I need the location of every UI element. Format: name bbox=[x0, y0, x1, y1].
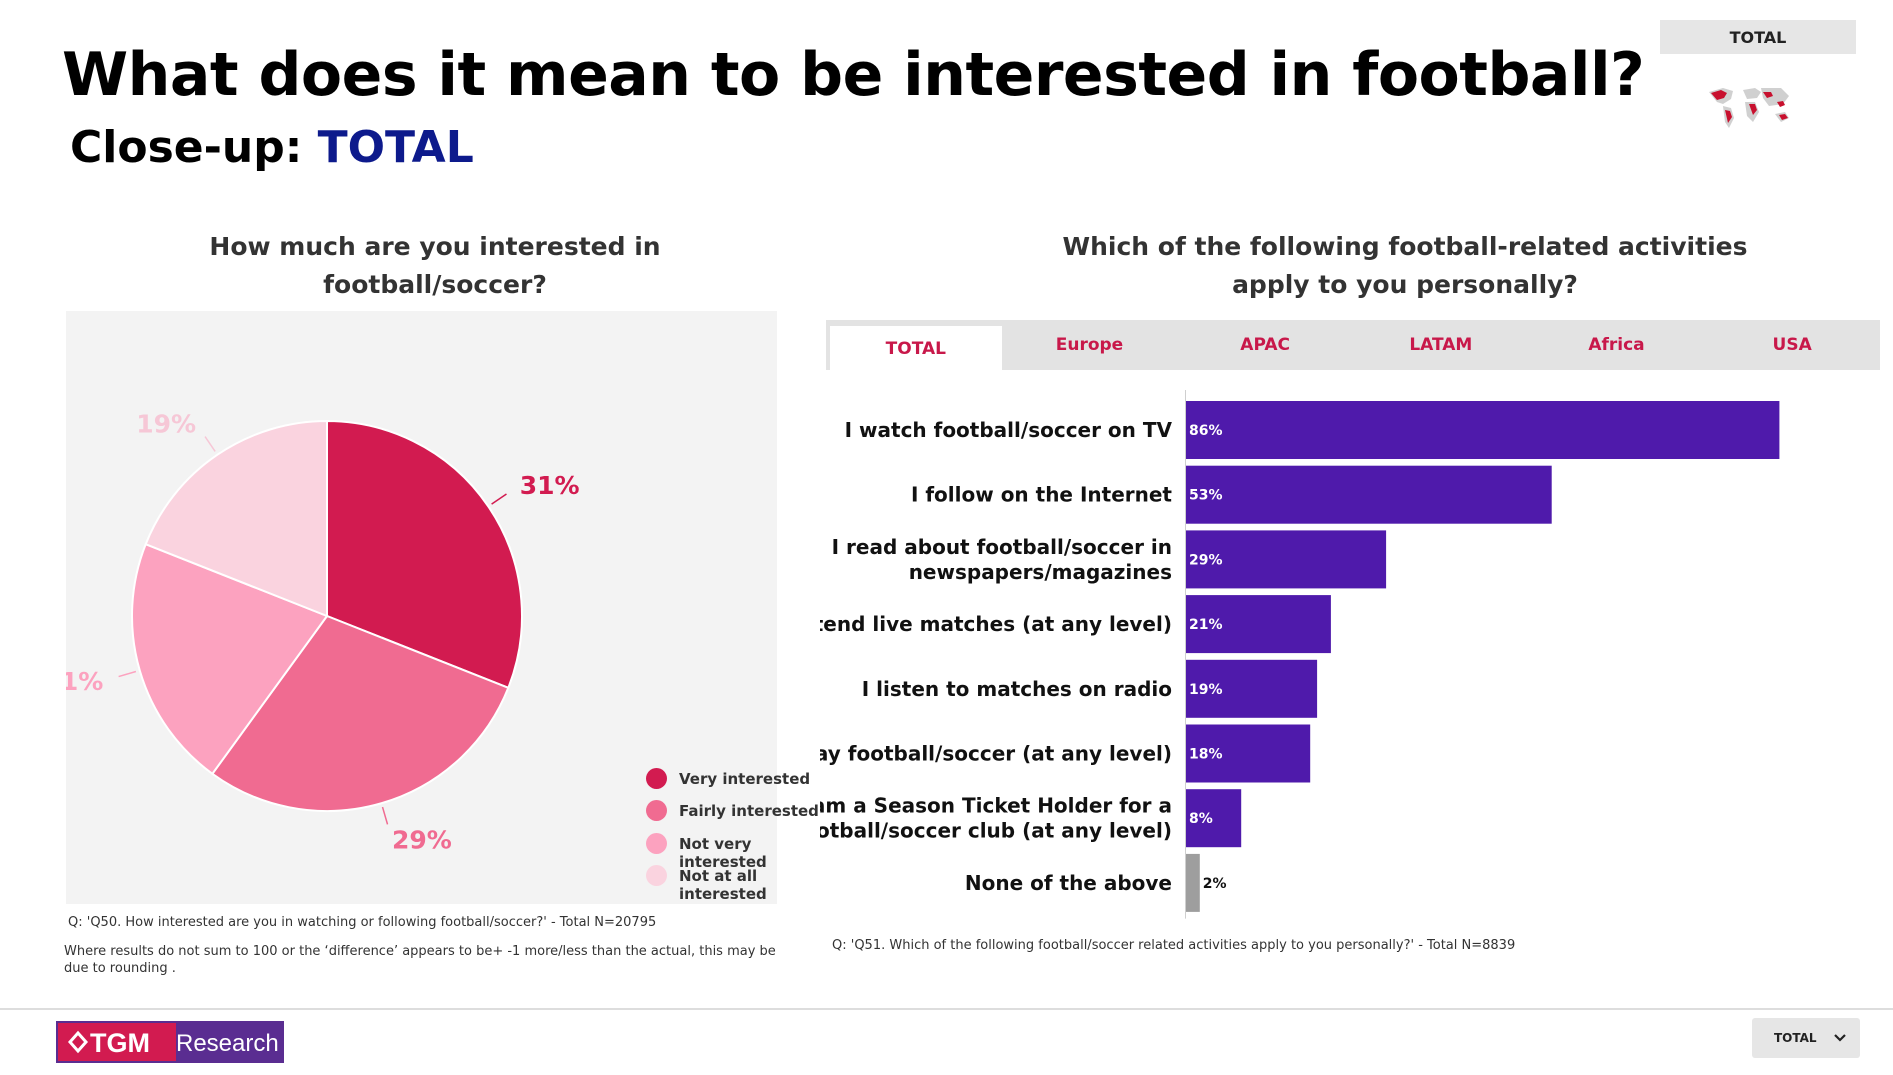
legend-item-not-at-all-interested: Not at all interested bbox=[646, 865, 769, 903]
bar-value-label: 21% bbox=[1189, 617, 1223, 633]
footer-bar bbox=[0, 1008, 1893, 1075]
logo-text-tgm: TGM bbox=[90, 1028, 150, 1058]
bar-category-label: I read about football/soccer in bbox=[832, 535, 1172, 559]
legend-label: Fairly interested bbox=[679, 802, 819, 820]
page-subtitle: Close-up: TOTAL bbox=[70, 122, 474, 173]
bar-category-label: I play football/soccer (at any level) bbox=[820, 742, 1172, 766]
subtitle-prefix: Close-up: bbox=[70, 122, 318, 173]
region-chip: TOTAL bbox=[1660, 20, 1856, 54]
bar-value-label: 29% bbox=[1189, 552, 1223, 568]
bar-none-of-the-above bbox=[1186, 853, 1200, 912]
world-map-icon bbox=[1709, 88, 1789, 128]
region-tabs: TOTAL Europe APAC LATAM Africa USA bbox=[826, 320, 1880, 372]
bar-value-label: 86% bbox=[1189, 423, 1223, 439]
tab-latam[interactable]: LATAM bbox=[1409, 335, 1473, 355]
pie-chart-panel: 31% 29% 21% 19% Very interested Fairly inter… bbox=[66, 311, 819, 904]
pie-question-note: Q: 'Q50. How interested are you in watch… bbox=[68, 915, 657, 930]
bar-category-label: I watch football/soccer on TV bbox=[845, 418, 1173, 442]
tab-apac[interactable]: APAC bbox=[1240, 335, 1290, 355]
legend-item-not-very-interested: Not very interested bbox=[646, 833, 829, 871]
pie-leader-line bbox=[491, 493, 507, 505]
tab-africa[interactable]: Africa bbox=[1588, 335, 1645, 355]
pie-data-label: 19% bbox=[136, 409, 196, 438]
bar-value-label: 18% bbox=[1189, 747, 1223, 763]
pie-slice-not-very-interested bbox=[131, 542, 329, 776]
chevron-down-icon bbox=[1834, 1034, 1846, 1042]
bar-category-label: football/soccer club (at any level) bbox=[820, 819, 1172, 843]
bar-category-label: I attend live matches (at any level) bbox=[820, 612, 1172, 636]
pie-question: How much are you interested in football/… bbox=[209, 232, 661, 299]
legend-item-very-interested: Very interested bbox=[646, 768, 829, 789]
tab-total[interactable]: TOTAL bbox=[830, 324, 1002, 372]
page-title: What does it mean to be interested in fo… bbox=[62, 40, 1645, 110]
bar-question-note: Q: 'Q51. Which of the following football… bbox=[832, 938, 1516, 953]
tab-usa[interactable]: USA bbox=[1772, 335, 1812, 355]
logo-text-research: Research bbox=[176, 1030, 279, 1057]
pie-data-label: 21% bbox=[66, 667, 103, 696]
pie-data-label: 31% bbox=[520, 471, 580, 500]
bar-i-listen-to-matches-on-radio bbox=[1186, 659, 1318, 718]
legend-swatch bbox=[646, 865, 667, 886]
bar-i-am-a-season-ticket-holder-for-a-football-soccer-club-at-any-level bbox=[1186, 789, 1242, 848]
tgm-research-logo: TGM Research bbox=[56, 1021, 284, 1063]
pie-leader-line bbox=[118, 670, 137, 678]
pie-leader-line bbox=[381, 806, 389, 825]
pie-slice-not-at-all-interested bbox=[144, 419, 328, 618]
bar-i-follow-on-the-internet bbox=[1186, 465, 1552, 524]
region-select[interactable]: TOTAL bbox=[1752, 1018, 1860, 1058]
pie-data-label: 29% bbox=[392, 826, 452, 855]
legend-label: Not at all interested bbox=[679, 867, 767, 903]
legend-swatch bbox=[646, 768, 667, 789]
bar-i-attend-live-matches-at-any-level bbox=[1186, 595, 1331, 654]
bar-category-label: I listen to matches on radio bbox=[862, 677, 1172, 701]
legend-item-fairly-interested: Fairly interested bbox=[646, 800, 829, 821]
bar-i-read-about-football-soccer-in-newspapers-magazines bbox=[1186, 530, 1387, 589]
bar-question: Which of the following football-related … bbox=[1062, 232, 1748, 299]
bar-category-label: newspapers/magazines bbox=[909, 560, 1172, 584]
pie-slice-fairly-interested bbox=[210, 614, 510, 812]
bar-category-label: I follow on the Internet bbox=[911, 483, 1172, 507]
bar-i-watch-football-soccer-on-tv bbox=[1186, 401, 1780, 459]
bar-category-label: None of the above bbox=[965, 871, 1172, 895]
bar-value-label: 2% bbox=[1203, 876, 1227, 892]
pie-chart: 31% 29% 21% 19% bbox=[66, 409, 580, 855]
tab-europe[interactable]: Europe bbox=[1055, 335, 1124, 355]
pie-leader-line bbox=[204, 436, 216, 452]
legend-label: Not very interested bbox=[679, 835, 767, 871]
bar-value-label: 19% bbox=[1189, 682, 1223, 698]
subtitle-region: TOTAL bbox=[317, 122, 474, 173]
legend-swatch bbox=[646, 833, 667, 854]
bar-category-label: I am a Season Ticket Holder for a bbox=[820, 794, 1172, 818]
bar-value-label: 53% bbox=[1189, 488, 1223, 504]
legend-swatch bbox=[646, 800, 667, 821]
bar-i-play-football-soccer-at-any-level bbox=[1186, 724, 1311, 783]
legend-label: Very interested bbox=[679, 770, 811, 788]
bar-chart: 86% I watch football/soccer on TV 53% I fol… bbox=[820, 390, 1780, 919]
region-select-value: TOTAL bbox=[1774, 1031, 1817, 1045]
pie-slice-very-interested bbox=[326, 419, 523, 690]
rounding-note: Where results do not sum to 100 or the ‘… bbox=[64, 944, 776, 976]
bar-value-label: 8% bbox=[1189, 811, 1213, 827]
